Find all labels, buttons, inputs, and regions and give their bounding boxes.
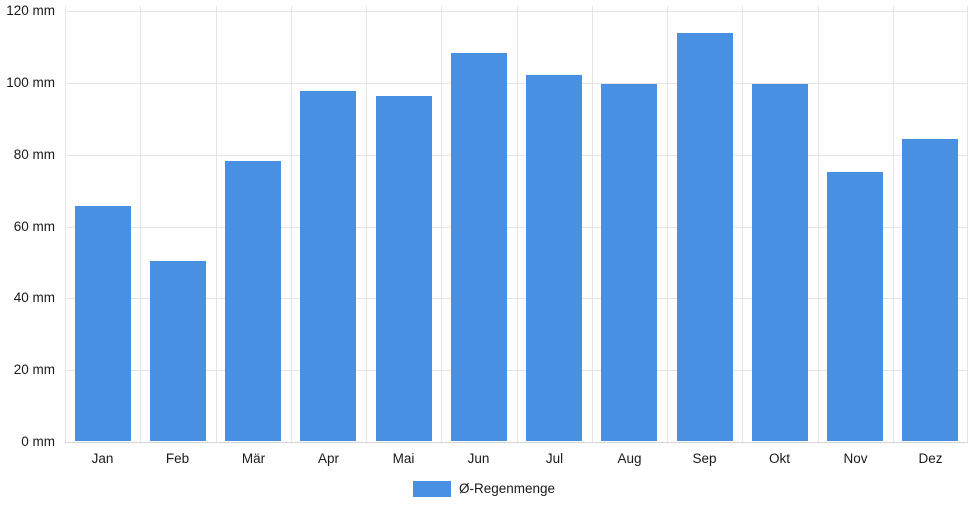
x-tick-label: Aug [617,451,642,466]
legend-swatch-icon [412,481,451,497]
bar-mai[interactable] [376,96,432,441]
h-gridline [65,155,968,156]
x-tick-label: Feb [165,451,190,466]
bar-jul[interactable] [526,75,582,441]
bar-mär[interactable] [225,161,281,441]
bar-jan[interactable] [75,206,131,441]
x-tick-label: Mär [241,451,266,466]
v-gridline [140,6,141,442]
v-gridline [893,6,894,442]
h-gridline [65,11,968,12]
h-gridline [65,298,968,299]
x-tick-label: Okt [768,451,790,466]
bar-aug[interactable] [601,84,657,441]
bar-feb[interactable] [150,261,206,441]
plot-area [65,6,968,443]
h-gridline [65,227,968,228]
legend[interactable]: Ø-Regenmenge [0,481,968,497]
y-tick-label: 40 mm [13,290,55,305]
v-gridline [667,6,668,442]
y-tick-label: 100 mm [6,75,55,90]
bar-apr[interactable] [300,91,356,441]
x-tick-label: Jul [545,451,564,466]
x-tick-label: Apr [317,451,339,466]
x-tick-label: Jan [91,451,114,466]
bar-jun[interactable] [451,53,507,441]
h-gridline [65,83,968,84]
v-gridline [592,6,593,442]
y-tick-label: 60 mm [13,219,55,234]
v-gridline [216,6,217,442]
x-tick-label: Dez [918,451,943,466]
v-gridline [742,6,743,442]
v-gridline [291,6,292,442]
v-gridline [818,6,819,442]
y-tick-label: 20 mm [13,362,55,377]
x-tick-label: Sep [692,451,717,466]
h-gridline [65,370,968,371]
y-tick-label: 80 mm [13,147,55,162]
y-tick-label: 0 mm [21,434,55,449]
bar-sep[interactable] [677,33,733,441]
x-tick-label: Jun [467,451,490,466]
v-gridline [517,6,518,442]
x-tick-label: Mai [392,451,415,466]
bar-nov[interactable] [827,172,883,441]
x-tick-label: Nov [843,451,868,466]
v-gridline [366,6,367,442]
y-tick-label: 120 mm [6,3,55,18]
bar-okt[interactable] [752,84,808,441]
bar-dez[interactable] [902,139,958,441]
x-axis: Jan Feb Mär Apr Mai Jun Jul Aug Sep Okt Nov Dez [65,449,968,469]
v-gridline [65,6,66,442]
v-gridline [441,6,442,442]
y-axis: 0 mm 20 mm 40 mm 60 mm 80 mm 100 mm 120 mm [0,3,55,449]
x-axis-baseline [65,442,968,443]
legend-label: Ø-Regenmenge [458,481,556,496]
